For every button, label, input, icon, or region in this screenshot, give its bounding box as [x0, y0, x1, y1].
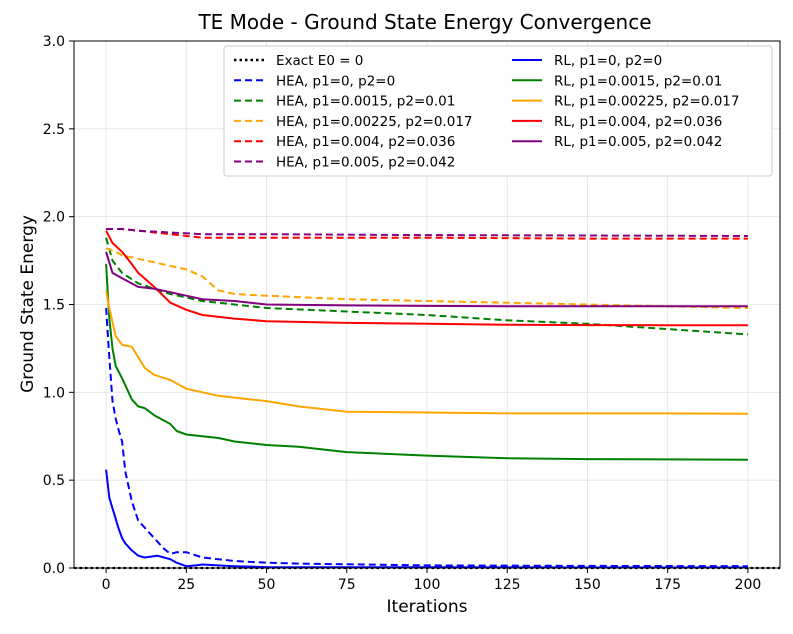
series-line-hea-p1-0-00225-p2-0-017 — [105, 247, 748, 309]
y-tick-label: 1.5 — [43, 298, 65, 314]
x-tick-label: 75 — [338, 577, 356, 593]
series-line-rl-p1-0-p2-0 — [105, 469, 748, 569]
x-tick-label: 125 — [494, 577, 521, 593]
y-tick-label: 0.5 — [43, 473, 65, 489]
y-axis-label: Ground State Energy — [18, 215, 38, 393]
x-tick-label: 0 — [102, 577, 111, 593]
legend-label: HEA, p1=0.00225, p2=0.017 — [276, 114, 473, 130]
x-tick-label: 200 — [735, 577, 762, 593]
series-line-rl-p1-0-004-p2-0-036 — [105, 230, 748, 327]
x-tick-label: 175 — [654, 577, 681, 593]
legend: Exact E0 = 0 HEA, p1=0, p2=0 HEA, p1=0.001… — [223, 45, 773, 177]
series-line-rl-p1-0-00225-p2-0-017 — [105, 290, 748, 415]
y-tick-label: 2.0 — [43, 210, 65, 226]
legend-label: HEA, p1=0.005, p2=0.042 — [276, 155, 455, 171]
y-tick-label: 1.0 — [43, 385, 65, 401]
legend-label: HEA, p1=0.0015, p2=0.01 — [276, 94, 455, 110]
legend-label: RL, p1=0.0015, p2=0.01 — [554, 73, 722, 89]
x-axis-label: Iterations — [387, 597, 468, 617]
y-tick-label: 0.0 — [43, 561, 65, 577]
series-line-rl-p1-0-005-p2-0-042 — [105, 251, 748, 308]
legend-label: HEA, p1=0, p2=0 — [276, 73, 395, 89]
x-tick-label: 25 — [177, 577, 195, 593]
legend-label: HEA, p1=0.004, p2=0.036 — [276, 134, 455, 150]
x-tick-label: 150 — [574, 577, 601, 593]
legend-frame — [223, 45, 773, 177]
y-tick-label: 2.5 — [43, 122, 65, 138]
series-line-rl-p1-0-0015-p2-0-01 — [105, 264, 748, 461]
legend-label: Exact E0 = 0 — [276, 53, 363, 69]
x-tick-label: 100 — [414, 577, 441, 593]
series-line-hea-p1-0-0015-p2-0-01 — [105, 237, 748, 336]
legend-label: RL, p1=0, p2=0 — [554, 53, 662, 69]
series-line-hea-p1-0-p2-0 — [105, 307, 748, 568]
y-axis-ticks: 0.0 0.5 1.0 1.5 2.0 2.5 3.0 — [43, 34, 74, 577]
x-axis-ticks: 0 25 50 75 100 125 150 175 200 — [102, 568, 762, 593]
y-tick-label: 3.0 — [43, 34, 65, 50]
x-tick-label: 50 — [258, 577, 276, 593]
legend-label: RL, p1=0.004, p2=0.036 — [554, 114, 722, 130]
legend-label: RL, p1=0.005, p2=0.042 — [554, 134, 722, 150]
legend-label: RL, p1=0.00225, p2=0.017 — [554, 94, 739, 110]
chart-title: TE Mode - Ground State Energy Convergenc… — [197, 10, 651, 34]
